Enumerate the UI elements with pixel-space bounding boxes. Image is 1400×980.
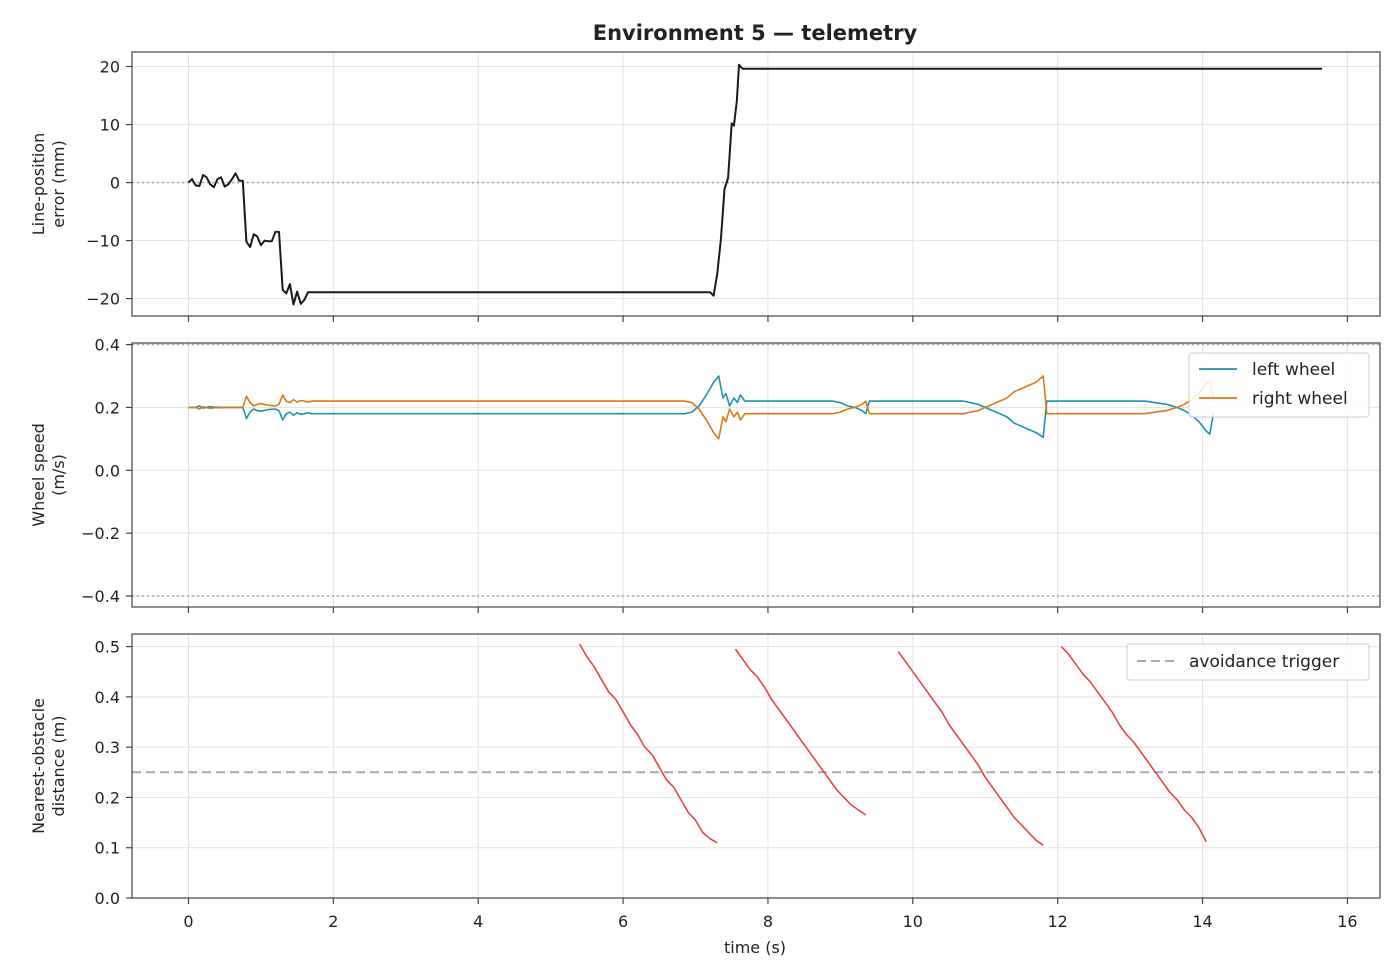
- x-tick-label: 16: [1337, 912, 1357, 931]
- legend-label: avoidance trigger: [1189, 652, 1339, 672]
- y-tick-label: 20: [100, 58, 120, 77]
- y-tick-label: −0.2: [81, 524, 120, 543]
- legend-label: left wheel: [1252, 360, 1335, 380]
- axes-frame: [131, 633, 1381, 899]
- y-tick-label: 0.3: [95, 738, 120, 757]
- panel-3: 0.0 0.1 0.2 0.3 0.4 0.5 0 2 4 6 8 10 12 14 16 Nearest-o…: [29, 633, 1381, 931]
- y-tick-label: 0.4: [95, 336, 120, 355]
- x-tick-label: 2: [328, 912, 338, 931]
- series-line: [734, 648, 867, 816]
- x-tick-label: 14: [1192, 912, 1212, 931]
- legend-box: [1126, 643, 1370, 681]
- series-line: [187, 63, 1323, 306]
- x-tick-label: 10: [903, 912, 923, 931]
- y-axis-label-line: Wheel speed: [29, 423, 48, 527]
- y-tick-label: 0.2: [95, 788, 120, 807]
- axes-frame: [131, 342, 1381, 608]
- x-tick-label: 8: [763, 912, 773, 931]
- y-axis-label: Wheel speed(m/s): [29, 423, 68, 527]
- x-axis-label: time (s): [724, 938, 786, 957]
- x-tick-label: 12: [1047, 912, 1067, 931]
- y-axis-label-line: Nearest-obstacle: [29, 698, 48, 834]
- plot-area: [578, 643, 1207, 846]
- panel-2: −0.4 −0.2 0.0 0.2 0.4 Wheel speed(m/s) left wh…: [29, 336, 1381, 613]
- y-axis-label-line: Line-position: [29, 133, 48, 236]
- series-line: [1060, 646, 1207, 843]
- y-tick-label: 0.4: [95, 688, 120, 707]
- series-right-wheel: [188, 375, 1215, 440]
- y-tick-label: 0.5: [95, 638, 120, 657]
- y-tick-label: 0: [110, 174, 120, 193]
- legend-label: right wheel: [1252, 389, 1348, 409]
- y-axis-label-line: (m/s): [49, 454, 68, 496]
- y-tick-label: 0.0: [95, 889, 120, 908]
- y-axis-label-line: error (mm): [49, 140, 68, 227]
- axes-frame: [131, 51, 1381, 317]
- y-tick-label: 0.2: [95, 398, 120, 417]
- plot-area: [187, 63, 1323, 306]
- y-tick-label: 10: [100, 116, 120, 135]
- x-tick-label: 6: [618, 912, 628, 931]
- y-axis-label: Line-positionerror (mm): [29, 133, 68, 236]
- y-tick-label: 0.1: [95, 839, 120, 858]
- series-line: [578, 643, 718, 844]
- series-left-wheel: [188, 375, 1215, 439]
- panel-1: −20 −10 0 10 20 Line-positionerror (mm): [29, 51, 1381, 322]
- y-tick-label: −10: [86, 232, 120, 251]
- y-axis-label-line: distance (m): [49, 716, 68, 817]
- x-tick-label: 0: [183, 912, 193, 931]
- y-axis-label: Nearest-obstacledistance (m): [29, 698, 68, 834]
- series-line: [897, 651, 1044, 846]
- x-tick-label: 4: [473, 912, 483, 931]
- plot-area: [188, 375, 1215, 440]
- figure-title: Environment 5 — telemetry: [593, 21, 918, 45]
- y-tick-label: −0.4: [81, 587, 120, 606]
- y-tick-label: −20: [86, 290, 120, 309]
- y-tick-label: 0.0: [95, 461, 120, 480]
